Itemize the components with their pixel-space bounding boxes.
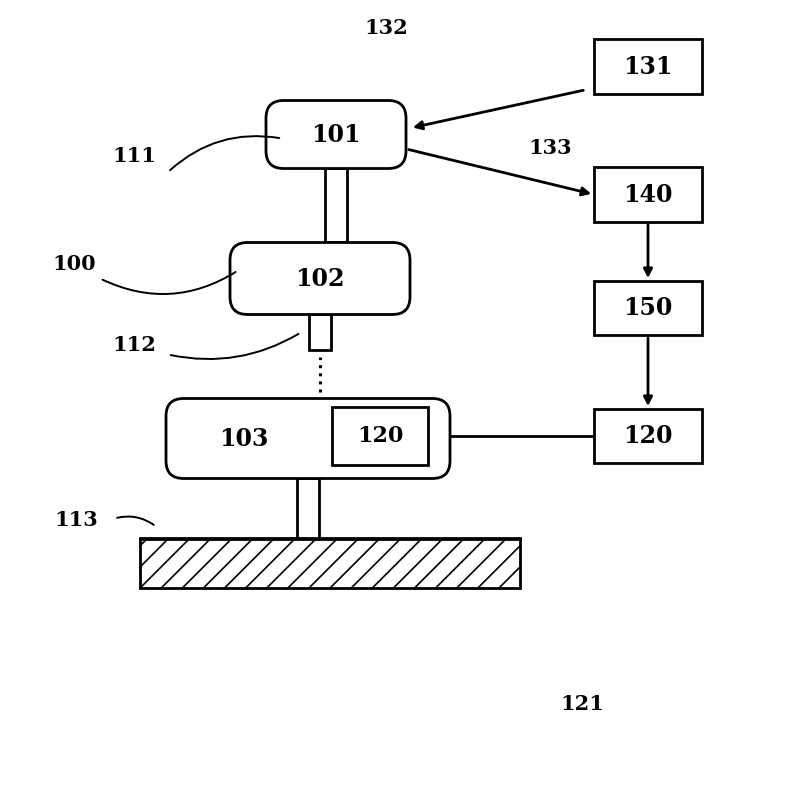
Text: 140: 140 [623,183,673,207]
Text: 103: 103 [219,427,269,451]
FancyBboxPatch shape [230,242,410,315]
Text: 121: 121 [560,695,604,715]
Text: 150: 150 [623,296,673,320]
Bar [594,39,702,93]
Bar [140,539,520,588]
FancyBboxPatch shape [166,398,450,478]
Bar [332,407,428,465]
Text: 101: 101 [311,122,361,147]
Text: 120: 120 [623,424,673,448]
Bar [594,281,702,336]
Text: 113: 113 [54,510,98,530]
Text: 120: 120 [357,425,403,447]
Text: 112: 112 [112,335,156,354]
Bar [309,315,331,350]
Bar [325,168,347,242]
Text: 133: 133 [528,138,572,159]
Text: 111: 111 [112,147,156,167]
Bar [594,409,702,464]
Bar [297,478,319,539]
Text: 102: 102 [295,266,345,291]
FancyBboxPatch shape [266,101,406,168]
Text: 100: 100 [52,254,96,275]
Text: 131: 131 [623,55,673,79]
Text: 132: 132 [364,19,408,39]
Bar [594,167,702,221]
